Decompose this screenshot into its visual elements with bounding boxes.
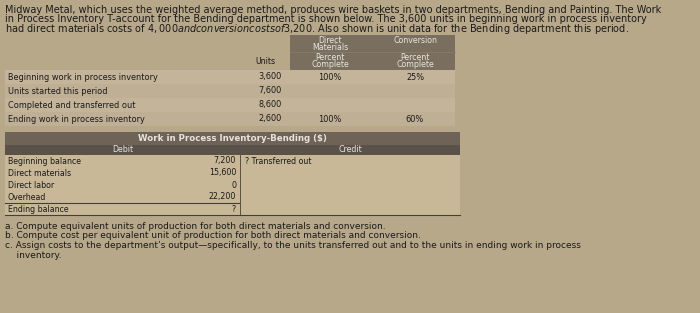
Text: Direct labor: Direct labor — [8, 181, 54, 189]
FancyBboxPatch shape — [5, 112, 455, 126]
Text: b. Compute cost per equivalent unit of production for both direct materials and : b. Compute cost per equivalent unit of p… — [5, 232, 421, 240]
Text: 60%: 60% — [406, 115, 424, 124]
Text: 15,600: 15,600 — [209, 168, 236, 177]
Text: ?: ? — [232, 204, 236, 213]
Text: 7,600: 7,600 — [259, 86, 282, 95]
Text: c. Assign costs to the department’s output—specifically, to the units transferre: c. Assign costs to the department’s outp… — [5, 241, 581, 250]
Text: Complete: Complete — [396, 60, 434, 69]
Text: Direct materials: Direct materials — [8, 168, 71, 177]
Text: 8,600: 8,600 — [259, 100, 282, 110]
Text: Debit: Debit — [112, 146, 133, 155]
FancyBboxPatch shape — [5, 84, 455, 98]
Text: 25%: 25% — [406, 73, 424, 81]
Text: Work in Process Inventory-Bending ($): Work in Process Inventory-Bending ($) — [138, 134, 327, 143]
Text: Ending work in process inventory: Ending work in process inventory — [8, 115, 145, 124]
Text: Beginning work in process inventory: Beginning work in process inventory — [8, 73, 157, 81]
Text: had direct materials costs of $4,000 and conversion costs of $3,200. Also shown : had direct materials costs of $4,000 and… — [5, 22, 629, 36]
FancyBboxPatch shape — [290, 35, 455, 70]
Text: Beginning balance: Beginning balance — [8, 156, 81, 166]
Text: Materials: Materials — [312, 43, 348, 52]
Text: 3,600: 3,600 — [259, 73, 282, 81]
Text: 100%: 100% — [318, 73, 342, 81]
Text: Direct: Direct — [318, 36, 342, 45]
FancyBboxPatch shape — [5, 155, 460, 215]
Text: 7,200: 7,200 — [214, 156, 236, 166]
Text: Percent: Percent — [315, 53, 344, 62]
Text: Complete: Complete — [311, 60, 349, 69]
Text: a. Compute equivalent units of production for both direct materials and conversi: a. Compute equivalent units of productio… — [5, 222, 386, 231]
FancyBboxPatch shape — [5, 70, 455, 84]
Text: inventory.: inventory. — [5, 250, 62, 259]
Text: 22,200: 22,200 — [209, 192, 236, 202]
Text: 100%: 100% — [318, 115, 342, 124]
Text: 2,600: 2,600 — [259, 115, 282, 124]
Text: Units started this period: Units started this period — [8, 86, 108, 95]
Text: Overhead: Overhead — [8, 192, 46, 202]
Text: Completed and transferred out: Completed and transferred out — [8, 100, 136, 110]
Text: Percent: Percent — [400, 53, 430, 62]
FancyBboxPatch shape — [5, 145, 460, 155]
Text: Conversion: Conversion — [393, 36, 437, 45]
Text: ? Transferred out: ? Transferred out — [245, 156, 312, 166]
Text: Units: Units — [255, 57, 275, 66]
Text: in Process Inventory T-account for the Bending department is shown below. The 3,: in Process Inventory T-account for the B… — [5, 13, 647, 23]
Text: Midway Metal, which uses the weighted average method, produces wire baskets in t: Midway Metal, which uses the weighted av… — [5, 5, 661, 15]
Text: Credit: Credit — [338, 146, 362, 155]
FancyBboxPatch shape — [5, 132, 460, 145]
FancyBboxPatch shape — [5, 98, 455, 112]
Text: Ending balance: Ending balance — [8, 204, 69, 213]
Text: 0: 0 — [231, 181, 236, 189]
